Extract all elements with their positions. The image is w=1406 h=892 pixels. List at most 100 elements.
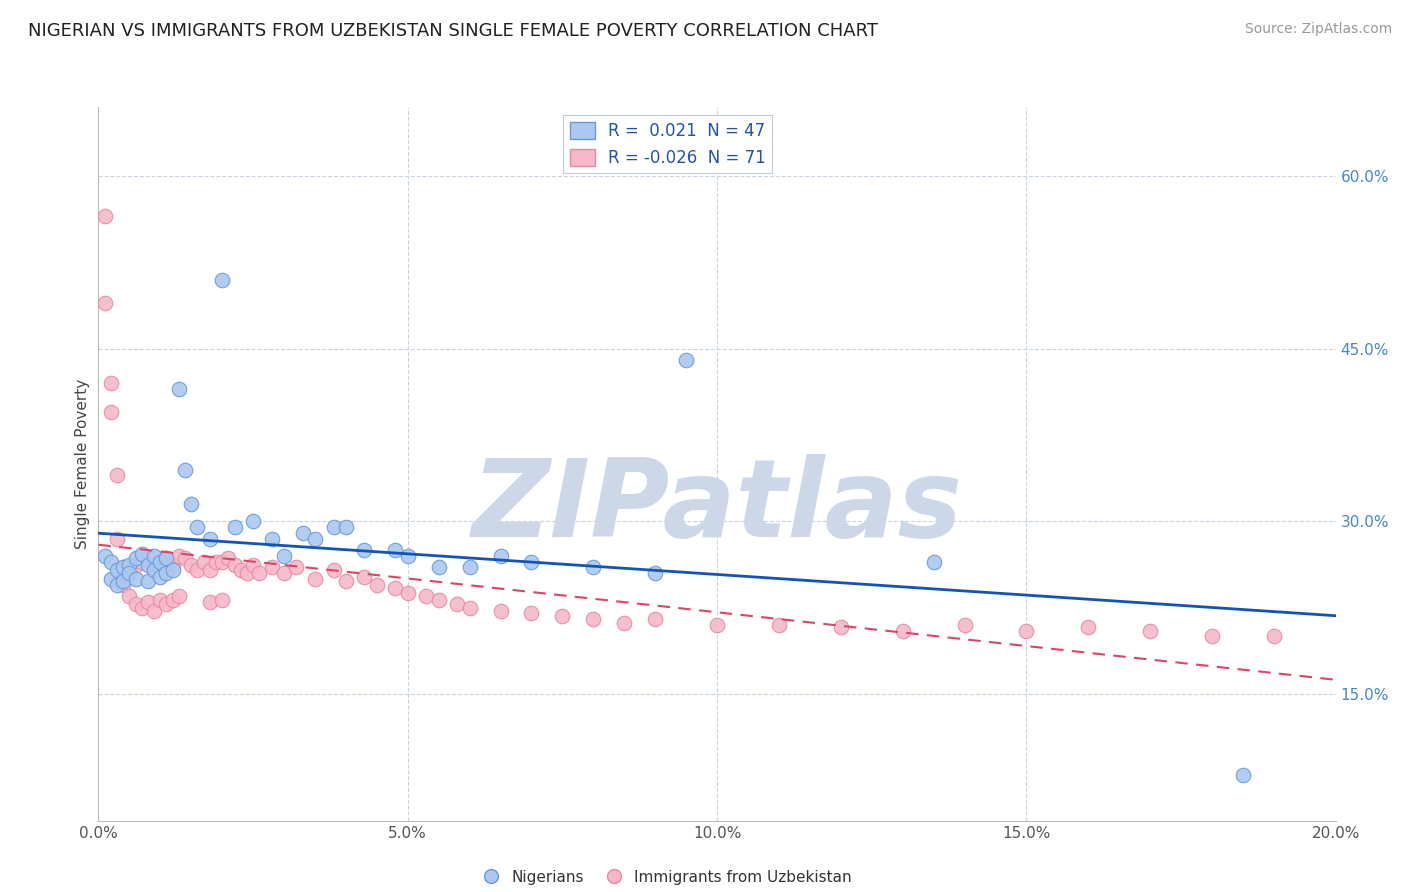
Point bbox=[489, 549, 512, 563]
Text: ZIPatlas: ZIPatlas bbox=[471, 454, 963, 559]
Point bbox=[180, 558, 202, 573]
Point bbox=[100, 555, 122, 569]
Point bbox=[353, 543, 375, 558]
Point bbox=[136, 551, 159, 566]
Point bbox=[211, 555, 233, 569]
Point bbox=[291, 525, 314, 540]
Point bbox=[285, 560, 308, 574]
Point bbox=[384, 543, 406, 558]
Point bbox=[149, 592, 172, 607]
Point bbox=[124, 551, 146, 566]
Point bbox=[446, 597, 468, 611]
Point bbox=[131, 555, 153, 569]
Text: Source: ZipAtlas.com: Source: ZipAtlas.com bbox=[1244, 22, 1392, 37]
Point bbox=[136, 574, 159, 589]
Point bbox=[198, 532, 221, 546]
Point bbox=[582, 560, 605, 574]
Point bbox=[953, 618, 976, 632]
Point bbox=[366, 577, 388, 591]
Point bbox=[124, 558, 146, 573]
Point bbox=[124, 597, 146, 611]
Point bbox=[118, 566, 141, 581]
Point bbox=[136, 595, 159, 609]
Point bbox=[1263, 630, 1285, 644]
Point bbox=[143, 563, 166, 577]
Point bbox=[112, 574, 135, 589]
Point bbox=[322, 520, 344, 534]
Point bbox=[260, 532, 283, 546]
Point bbox=[124, 572, 146, 586]
Point bbox=[335, 520, 357, 534]
Point bbox=[186, 563, 208, 577]
Point bbox=[100, 376, 122, 391]
Point bbox=[242, 515, 264, 529]
Point bbox=[273, 549, 295, 563]
Point bbox=[458, 560, 481, 574]
Point bbox=[118, 566, 141, 581]
Point bbox=[136, 558, 159, 573]
Point bbox=[118, 589, 141, 603]
Point bbox=[149, 569, 172, 583]
Point bbox=[118, 558, 141, 573]
Point bbox=[198, 563, 221, 577]
Point bbox=[396, 549, 419, 563]
Point bbox=[675, 353, 697, 368]
Point bbox=[304, 572, 326, 586]
Point bbox=[155, 597, 177, 611]
Point bbox=[224, 520, 246, 534]
Point bbox=[768, 618, 790, 632]
Point bbox=[198, 595, 221, 609]
Point bbox=[551, 608, 574, 623]
Point bbox=[93, 295, 115, 310]
Point bbox=[229, 563, 252, 577]
Point bbox=[100, 405, 122, 419]
Point bbox=[830, 620, 852, 634]
Point bbox=[112, 560, 135, 574]
Point bbox=[149, 555, 172, 569]
Point bbox=[112, 560, 135, 574]
Point bbox=[322, 563, 344, 577]
Point bbox=[1139, 624, 1161, 638]
Point bbox=[706, 618, 728, 632]
Point bbox=[193, 555, 215, 569]
Point bbox=[162, 558, 184, 573]
Point bbox=[1201, 630, 1223, 644]
Point bbox=[427, 592, 450, 607]
Point bbox=[155, 551, 177, 566]
Point bbox=[143, 604, 166, 618]
Point bbox=[242, 558, 264, 573]
Point bbox=[236, 566, 259, 581]
Point bbox=[427, 560, 450, 574]
Point bbox=[247, 566, 270, 581]
Point bbox=[304, 532, 326, 546]
Point bbox=[415, 589, 437, 603]
Point bbox=[105, 532, 128, 546]
Point bbox=[143, 549, 166, 563]
Point bbox=[186, 520, 208, 534]
Text: NIGERIAN VS IMMIGRANTS FROM UZBEKISTAN SINGLE FEMALE POVERTY CORRELATION CHART: NIGERIAN VS IMMIGRANTS FROM UZBEKISTAN S… bbox=[28, 22, 879, 40]
Point bbox=[891, 624, 914, 638]
Point bbox=[180, 497, 202, 511]
Point bbox=[217, 551, 239, 566]
Point bbox=[458, 600, 481, 615]
Point bbox=[105, 563, 128, 577]
Point bbox=[131, 547, 153, 561]
Legend: Nigerians, Immigrants from Uzbekistan: Nigerians, Immigrants from Uzbekistan bbox=[478, 864, 858, 891]
Point bbox=[174, 462, 197, 476]
Point bbox=[489, 604, 512, 618]
Point bbox=[155, 551, 177, 566]
Y-axis label: Single Female Poverty: Single Female Poverty bbox=[75, 379, 90, 549]
Point bbox=[155, 566, 177, 581]
Point bbox=[167, 589, 190, 603]
Point bbox=[260, 560, 283, 574]
Point bbox=[273, 566, 295, 581]
Point bbox=[105, 468, 128, 483]
Point bbox=[143, 563, 166, 577]
Point bbox=[112, 577, 135, 591]
Point bbox=[105, 577, 128, 591]
Point bbox=[384, 581, 406, 595]
Point bbox=[520, 607, 543, 621]
Point bbox=[205, 555, 228, 569]
Point bbox=[211, 273, 233, 287]
Point bbox=[335, 574, 357, 589]
